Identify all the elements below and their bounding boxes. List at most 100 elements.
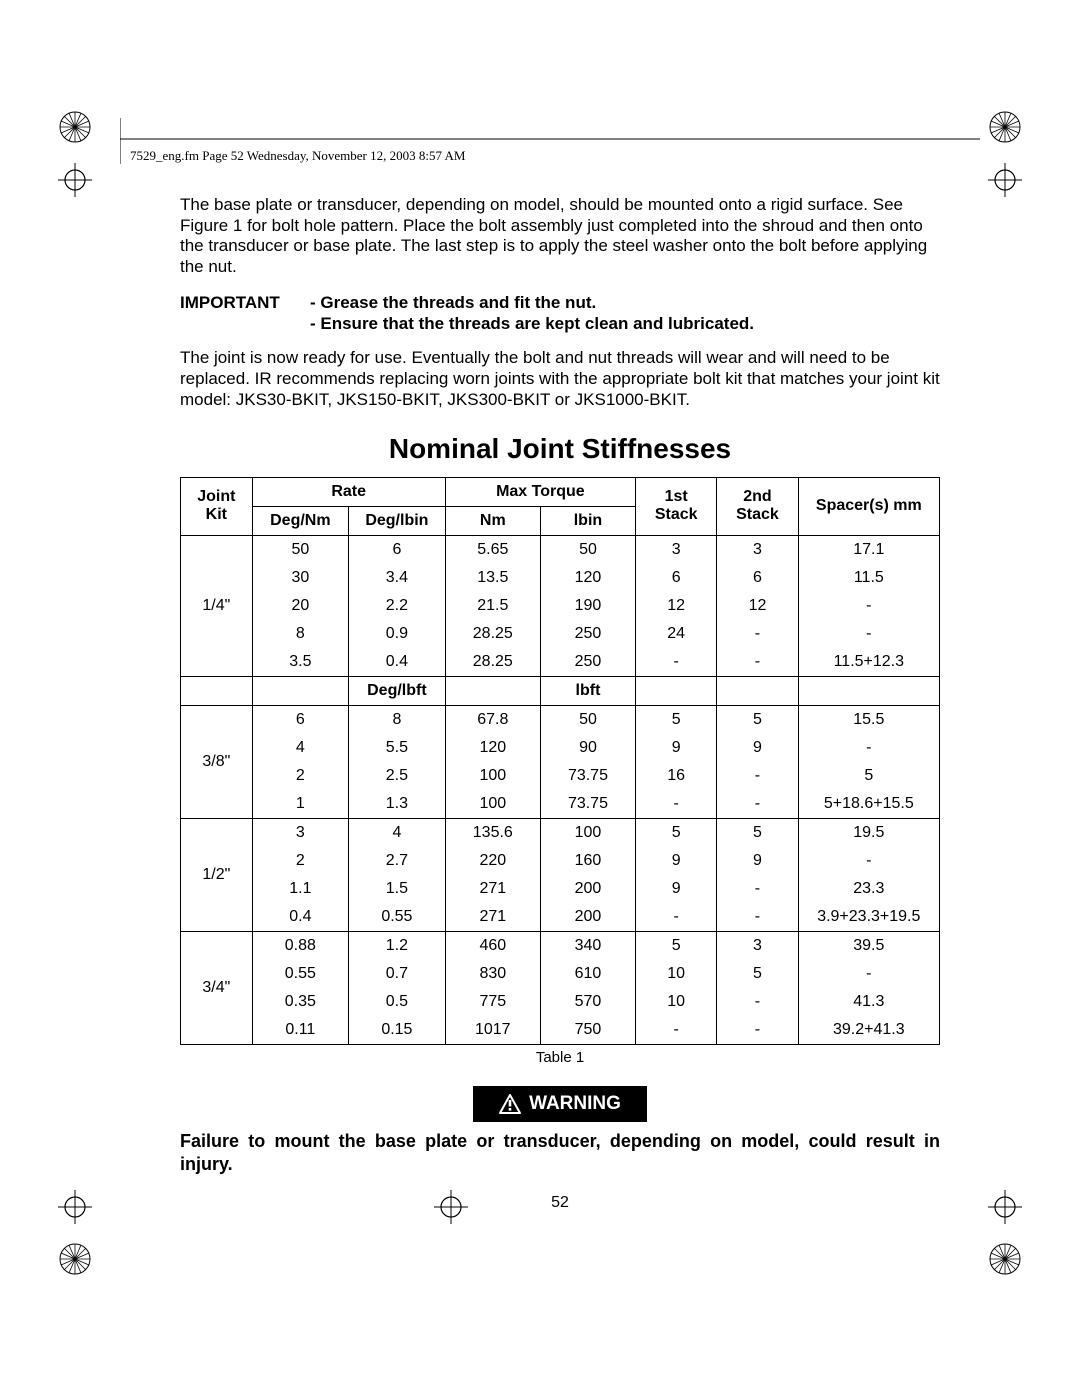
cell-kit: 1/2" [181, 818, 253, 931]
cell: 2 [252, 762, 348, 790]
cell: 1.3 [349, 790, 446, 819]
important-line-1: - Grease the threads and fit the nut. [310, 292, 596, 313]
cell: - [717, 762, 798, 790]
cell: 39.5 [798, 931, 939, 960]
cell: - [717, 903, 798, 932]
cell: 11.5 [798, 564, 939, 592]
cell: 0.11 [252, 1016, 348, 1045]
cell: 10 [636, 960, 717, 988]
crop-mark-icon [988, 110, 1022, 144]
cell: 5 [636, 818, 717, 847]
cell-blank [181, 676, 253, 705]
th-1st-stack: 1st Stack [636, 477, 717, 535]
cell: 12 [717, 592, 798, 620]
cell: - [717, 620, 798, 648]
cell: - [717, 1016, 798, 1045]
cell-kit: 3/4" [181, 931, 253, 1044]
cell: 1.5 [349, 875, 446, 903]
stiffness-table: Joint Kit Rate Max Torque 1st Stack 2nd … [180, 477, 940, 1045]
ready-paragraph: The joint is now ready for use. Eventual… [180, 348, 940, 410]
cell: 2.5 [349, 762, 446, 790]
cell: 0.9 [349, 620, 446, 648]
cell: 41.3 [798, 988, 939, 1016]
cell: 3.5 [252, 648, 348, 677]
cell: 50 [252, 535, 348, 564]
cell: 0.5 [349, 988, 446, 1016]
th-deg-nm: Deg/Nm [252, 506, 348, 535]
cell: 9 [636, 847, 717, 875]
cell: 30 [252, 564, 348, 592]
cell: 220 [445, 847, 540, 875]
cell-kit: 3/8" [181, 705, 253, 818]
cell: 2.2 [349, 592, 446, 620]
cell: - [798, 620, 939, 648]
cell: 73.75 [540, 762, 635, 790]
cell: 3.4 [349, 564, 446, 592]
cell: 5 [636, 931, 717, 960]
cell: 100 [445, 790, 540, 819]
th-lbft: lbft [540, 676, 635, 705]
cell: 2 [252, 847, 348, 875]
cell: 6 [636, 564, 717, 592]
cell: - [717, 648, 798, 677]
table-row: 3/8" 6867.8505515.5 [181, 705, 940, 734]
cell: 460 [445, 931, 540, 960]
cell: 50 [540, 705, 635, 734]
cell: 250 [540, 620, 635, 648]
cell: 160 [540, 847, 635, 875]
cell: 610 [540, 960, 635, 988]
cell: 9 [636, 875, 717, 903]
cell: 9 [636, 734, 717, 762]
cell: 50 [540, 535, 635, 564]
cell: 340 [540, 931, 635, 960]
warning-badge: WARNING [473, 1086, 647, 1122]
cell: 17.1 [798, 535, 939, 564]
cell-kit: 1/4" [181, 535, 253, 676]
cell: 67.8 [445, 705, 540, 734]
register-mark-icon [58, 1190, 92, 1224]
cell: 90 [540, 734, 635, 762]
cell: - [636, 1016, 717, 1045]
cell: 11.5+12.3 [798, 648, 939, 677]
cell: 23.3 [798, 875, 939, 903]
cell: - [798, 734, 939, 762]
important-block: IMPORTANT - Grease the threads and fit t… [180, 292, 940, 335]
content-area: The base plate or transducer, depending … [180, 195, 940, 1212]
cell: 750 [540, 1016, 635, 1045]
important-line-2: - Ensure that the threads are kept clean… [310, 313, 940, 334]
cell: 20 [252, 592, 348, 620]
cell: 3.9+23.3+19.5 [798, 903, 939, 932]
cell: 15.5 [798, 705, 939, 734]
cell: - [717, 875, 798, 903]
cell: 0.7 [349, 960, 446, 988]
cell: - [717, 790, 798, 819]
cell: 3 [252, 818, 348, 847]
cell: 10 [636, 988, 717, 1016]
table-row: 22.510073.7516-5 [181, 762, 940, 790]
cell: 0.88 [252, 931, 348, 960]
warning-icon [499, 1094, 521, 1114]
cell-blank [445, 676, 540, 705]
th-2nd-stack: 2nd Stack [717, 477, 798, 535]
cell: 120 [540, 564, 635, 592]
cell: 200 [540, 875, 635, 903]
table-caption: Table 1 [180, 1049, 940, 1066]
table-row: 1/4" 50 6 5.65 50 3 3 17.1 [181, 535, 940, 564]
cell: 5 [798, 762, 939, 790]
table-row: 0.110.151017750--39.2+41.3 [181, 1016, 940, 1045]
cell: 6 [349, 535, 446, 564]
cell: 5.65 [445, 535, 540, 564]
cell: 190 [540, 592, 635, 620]
cell: 135.6 [445, 818, 540, 847]
cell: 2.7 [349, 847, 446, 875]
table-row: 1.11.52712009-23.3 [181, 875, 940, 903]
cell: 120 [445, 734, 540, 762]
cell: 570 [540, 988, 635, 1016]
th-joint-kit: Joint Kit [181, 477, 253, 535]
table-row: 80.928.2525024-- [181, 620, 940, 648]
cell-blank [717, 676, 798, 705]
cell-blank [252, 676, 348, 705]
cell: - [798, 847, 939, 875]
th-rate: Rate [252, 477, 445, 506]
cell: 5 [717, 960, 798, 988]
